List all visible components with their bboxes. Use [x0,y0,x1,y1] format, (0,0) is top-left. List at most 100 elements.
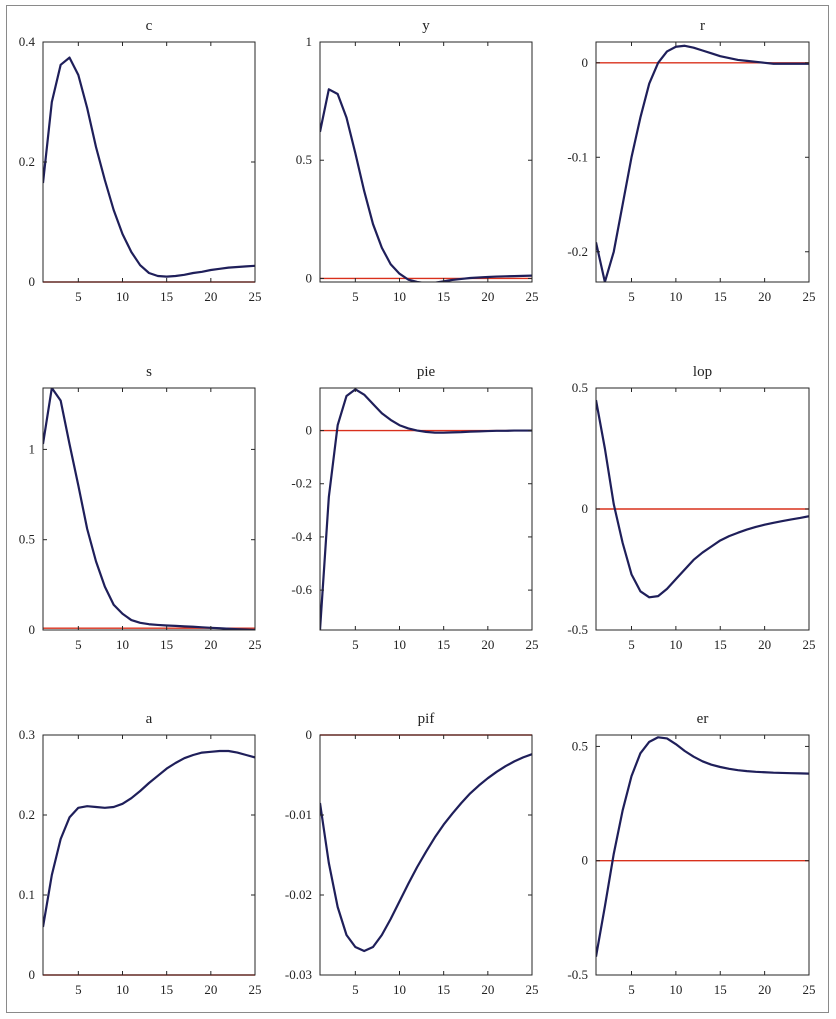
panel-title: lop [693,364,712,380]
x-tick-label: 5 [75,289,82,304]
panel-s: s00.515 10 15 20 25 [19,364,262,652]
y-tick-label: 0 [306,270,313,285]
x-tick-label: 10 [393,637,406,652]
y-tick-label: 0 [29,622,36,637]
y-tick-label: 0 [582,853,589,868]
x-tick-label: 15 [714,637,727,652]
y-tick-label: 0 [29,967,36,982]
axes-box [319,41,533,283]
x-tick-label: 25 [803,289,816,304]
panel-a: a 0 0.1 0.2 0.3 5 10 15 20 25 [19,711,262,997]
x-tick-label: 10 [116,637,129,652]
y-tick-label: 0 [306,727,313,742]
x-tick-label: 25 [249,289,262,304]
x-tick-label: 5 [75,982,82,997]
y-tick-label: 0.4 [19,34,36,49]
panel-lop: lop -0.5 0 0.5 5 10 15 20 25 [567,364,815,652]
x-tick-label: 20 [481,289,494,304]
panel-title: r [700,18,705,34]
x-tick-label: 25 [526,637,539,652]
x-tick-label: 20 [481,637,494,652]
y-tick-label: 0.1 [19,887,35,902]
series-line [43,388,255,630]
axes-box [319,734,533,976]
x-tick-label: 5 [352,289,359,304]
x-tick-label: 15 [437,289,450,304]
y-tick-label: -0.5 [567,622,588,637]
axes-box [42,387,256,631]
y-tick-label: 0.5 [572,380,588,395]
y-tick-label: 0.3 [19,727,35,742]
axes-box [42,41,256,283]
x-tick-label: 20 [204,982,217,997]
x-tick-label: 10 [393,982,406,997]
y-tick-label: 0.5 [19,532,35,547]
x-tick-label: 25 [526,982,539,997]
panel-y: y00.515 10 15 20 25 [296,18,539,304]
y-tick-label: 0.2 [19,807,35,822]
y-tick-label: 0 [306,423,313,438]
series-line [596,399,809,599]
x-tick-label: 10 [669,289,682,304]
y-tick-label: 0 [582,55,589,70]
panel-title: y [422,18,430,34]
x-tick-label: 20 [481,982,494,997]
panel-title: a [146,711,153,727]
x-tick-label: 10 [669,637,682,652]
panel-c: c 0 0.2 0.4 5 10 15 20 25 [19,18,262,304]
y-tick-label: 1 [306,34,313,49]
x-tick-label: 5 [628,637,635,652]
y-tick-label: -0.2 [567,244,588,259]
x-tick-label: 20 [758,982,771,997]
panel-title: pif [418,711,435,727]
series-line [43,56,255,278]
x-tick-label: 5 [628,289,635,304]
x-tick-label: 15 [714,289,727,304]
x-tick-label: 25 [526,289,539,304]
x-tick-label: 10 [116,289,129,304]
x-tick-label: 5 [352,982,359,997]
axes-box [595,41,810,283]
y-tick-label: 0 [29,274,36,289]
y-tick-label: 0 [582,501,589,516]
x-tick-label: 15 [160,637,173,652]
axes-box [595,734,810,976]
x-tick-label: 10 [393,289,406,304]
x-tick-label: 5 [75,637,82,652]
x-tick-label: 5 [352,637,359,652]
panel-pif: pif -0.03 -0.02 -0.01 0 5 10 15 20 25 [285,711,539,997]
x-tick-label: 20 [204,289,217,304]
panel-title: er [697,711,709,727]
x-tick-label: 15 [160,289,173,304]
panel-title: pie [417,364,436,380]
y-tick-label: -0.03 [285,967,312,982]
x-tick-label: 10 [116,982,129,997]
x-tick-label: 20 [758,289,771,304]
y-tick-label: 0.5 [572,738,588,753]
y-tick-label: -0.2 [291,476,312,491]
x-tick-label: 25 [803,982,816,997]
panel-title: c [146,18,153,34]
x-tick-label: 5 [628,982,635,997]
x-tick-label: 15 [437,982,450,997]
y-tick-label: -0.02 [285,887,312,902]
y-tick-label: 0.2 [19,154,35,169]
x-tick-label: 20 [204,637,217,652]
axes-box [319,387,533,631]
series-line [43,749,255,928]
x-tick-label: 25 [249,637,262,652]
x-tick-label: 10 [669,982,682,997]
series-line [596,736,809,957]
y-tick-label: -0.01 [285,807,312,822]
x-tick-label: 15 [160,982,173,997]
x-tick-label: 15 [437,637,450,652]
y-tick-label: -0.5 [567,967,588,982]
x-tick-label: 25 [249,982,262,997]
series-line [596,44,809,282]
panel-er: er -0.5 0 0.5 5 10 15 20 25 [567,711,815,997]
panel-r: r -0.2 -0.1 0 5 10 15 20 25 [567,18,815,304]
y-tick-label: -0.4 [291,529,312,544]
y-tick-label: -0.1 [567,149,588,164]
series-line [320,753,532,953]
